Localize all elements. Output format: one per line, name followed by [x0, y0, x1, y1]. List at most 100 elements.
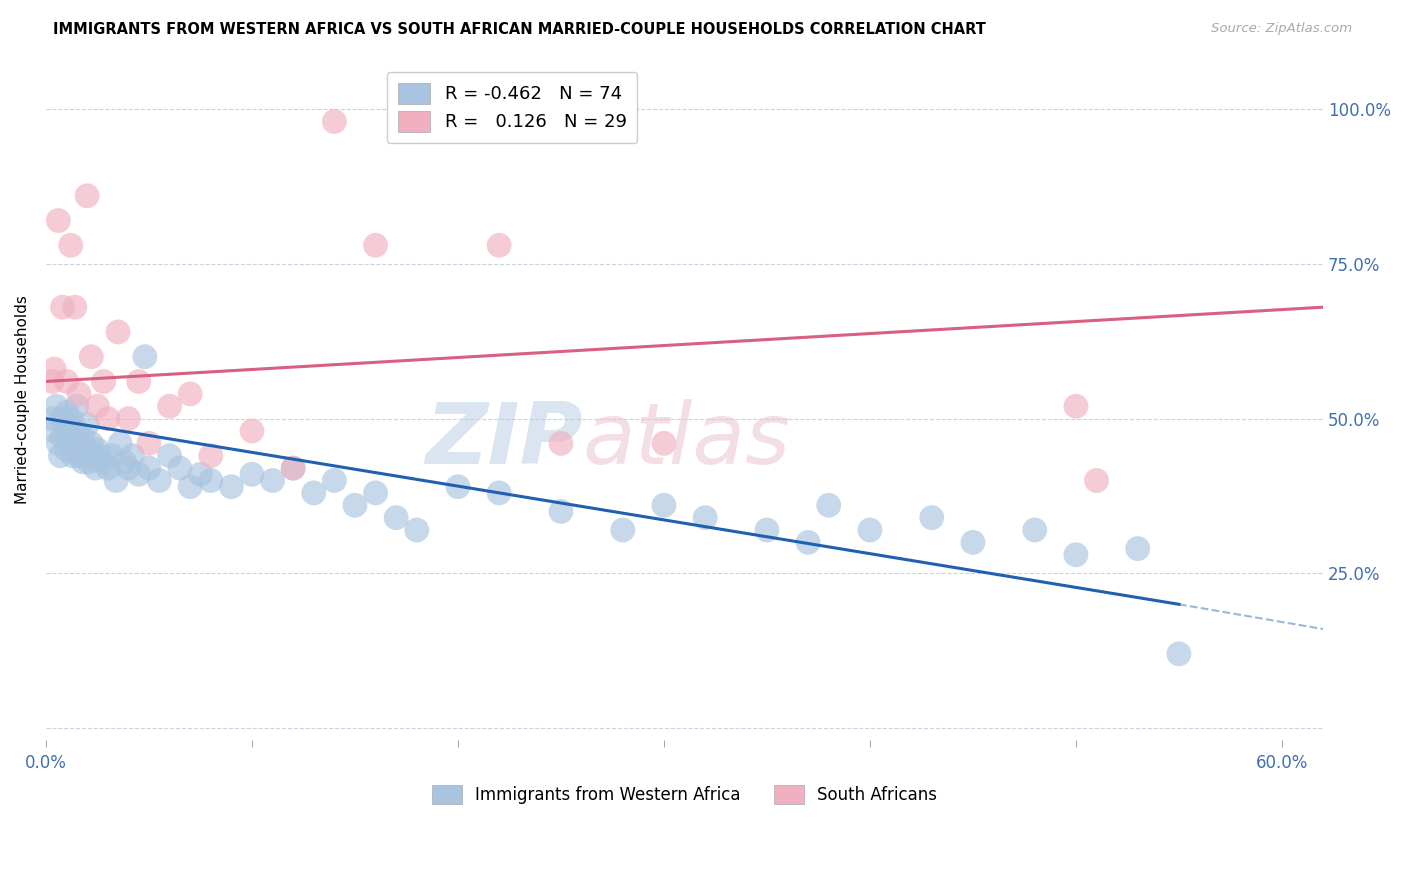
- Point: [1168, 647, 1191, 661]
- Point: [652, 436, 675, 450]
- Point: [179, 387, 201, 401]
- Point: [112, 455, 135, 469]
- Point: [59, 238, 82, 252]
- Text: Source: ZipAtlas.com: Source: ZipAtlas.com: [1212, 22, 1353, 36]
- Point: [550, 504, 572, 518]
- Point: [76, 417, 98, 432]
- Point: [44, 362, 66, 376]
- Point: [117, 461, 139, 475]
- Point: [283, 461, 305, 475]
- Point: [1064, 399, 1087, 413]
- Point: [82, 449, 104, 463]
- Point: [405, 523, 427, 537]
- Point: [817, 498, 839, 512]
- Point: [108, 436, 131, 450]
- Point: [695, 510, 717, 524]
- Point: [93, 375, 115, 389]
- Point: [86, 442, 108, 457]
- Point: [385, 510, 408, 524]
- Point: [447, 480, 470, 494]
- Point: [117, 411, 139, 425]
- Point: [240, 467, 263, 482]
- Point: [169, 461, 191, 475]
- Point: [134, 350, 156, 364]
- Point: [323, 114, 346, 128]
- Point: [121, 449, 143, 463]
- Point: [343, 498, 366, 512]
- Point: [148, 474, 170, 488]
- Point: [612, 523, 634, 537]
- Point: [101, 449, 124, 463]
- Point: [45, 399, 67, 413]
- Point: [75, 442, 97, 457]
- Point: [1126, 541, 1149, 556]
- Point: [55, 424, 77, 438]
- Point: [488, 238, 510, 252]
- Point: [53, 417, 76, 432]
- Point: [46, 213, 69, 227]
- Point: [51, 300, 73, 314]
- Point: [76, 188, 98, 202]
- Point: [59, 430, 82, 444]
- Point: [51, 430, 73, 444]
- Legend: Immigrants from Western Africa, South Africans: Immigrants from Western Africa, South Af…: [422, 774, 948, 814]
- Point: [89, 449, 111, 463]
- Point: [138, 436, 160, 450]
- Point: [76, 449, 98, 463]
- Point: [63, 300, 86, 314]
- Point: [105, 474, 128, 488]
- Point: [86, 399, 108, 413]
- Point: [488, 486, 510, 500]
- Point: [323, 474, 346, 488]
- Point: [66, 399, 89, 413]
- Point: [58, 436, 80, 450]
- Point: [859, 523, 882, 537]
- Point: [93, 455, 115, 469]
- Point: [46, 436, 69, 450]
- Point: [221, 480, 243, 494]
- Point: [797, 535, 820, 549]
- Point: [72, 430, 94, 444]
- Point: [240, 424, 263, 438]
- Point: [66, 424, 89, 438]
- Point: [67, 449, 90, 463]
- Point: [70, 436, 93, 450]
- Point: [962, 535, 984, 549]
- Text: IMMIGRANTS FROM WESTERN AFRICA VS SOUTH AFRICAN MARRIED-COUPLE HOUSEHOLDS CORREL: IMMIGRANTS FROM WESTERN AFRICA VS SOUTH …: [53, 22, 986, 37]
- Point: [77, 455, 100, 469]
- Point: [59, 411, 82, 425]
- Point: [62, 449, 84, 463]
- Point: [179, 480, 201, 494]
- Point: [755, 523, 778, 537]
- Point: [302, 486, 325, 500]
- Point: [107, 325, 129, 339]
- Point: [49, 449, 72, 463]
- Point: [97, 411, 120, 425]
- Y-axis label: Married-couple Households: Married-couple Households: [15, 295, 30, 505]
- Point: [55, 405, 77, 419]
- Point: [80, 350, 103, 364]
- Point: [41, 411, 63, 425]
- Point: [63, 436, 86, 450]
- Point: [1064, 548, 1087, 562]
- Text: atlas: atlas: [582, 400, 790, 483]
- Point: [80, 436, 103, 450]
- Point: [72, 455, 94, 469]
- Point: [41, 375, 63, 389]
- Point: [67, 387, 90, 401]
- Point: [44, 424, 66, 438]
- Point: [51, 411, 73, 425]
- Point: [128, 467, 150, 482]
- Point: [364, 486, 387, 500]
- Point: [97, 461, 120, 475]
- Point: [652, 498, 675, 512]
- Point: [921, 510, 943, 524]
- Point: [262, 474, 284, 488]
- Point: [128, 375, 150, 389]
- Text: ZIP: ZIP: [425, 400, 582, 483]
- Point: [1085, 474, 1108, 488]
- Point: [364, 238, 387, 252]
- Point: [200, 449, 222, 463]
- Point: [200, 474, 222, 488]
- Point: [55, 442, 77, 457]
